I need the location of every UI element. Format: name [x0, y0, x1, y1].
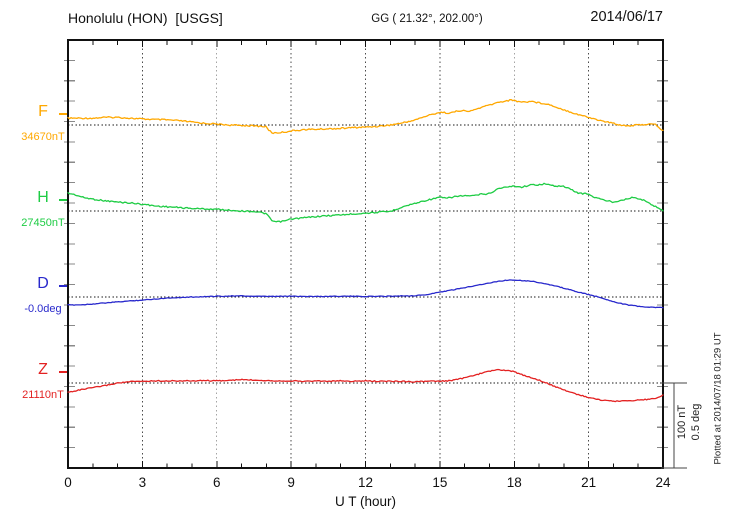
series-letter-D: D [37, 275, 49, 292]
series-baseline-value-H: 27450nT [21, 217, 65, 229]
scalebar-deg-text: 0.5 deg [689, 403, 702, 441]
curve-Z [67, 368, 664, 403]
x-tick-label-0: 0 [64, 475, 72, 490]
curve-H [67, 182, 664, 223]
curve-D [67, 279, 664, 309]
x-tick-label-24: 24 [655, 475, 671, 490]
series-letter-F: F [38, 103, 48, 120]
x-tick-label-6: 6 [212, 475, 221, 490]
x-tick-label-21: 21 [581, 475, 597, 490]
x-tick-label-15: 15 [432, 475, 448, 490]
series-baseline-value-D: -0.0deg [24, 303, 62, 315]
series-baseline-value-Z: 21110nT [22, 389, 64, 401]
x-tick-label-9: 9 [287, 475, 295, 490]
geographic-coordinates: GG ( 21.32°, 202.00°) [371, 13, 483, 25]
curve-F [67, 98, 664, 135]
plot-date: 2014/06/17 [590, 9, 663, 25]
scalebar-nt-text: 100 nT [676, 404, 688, 440]
x-tick-label-12: 12 [357, 475, 374, 490]
series-letter-Z: Z [38, 361, 48, 378]
scalebar-label: 100 nT 0.5 deg [676, 392, 704, 452]
x-tick-label-3: 3 [138, 475, 147, 490]
series-letter-H: H [37, 189, 49, 206]
series-baseline-value-F: 34670nT [21, 131, 65, 143]
plotted-at-note: Plotted at 2014/07/18 01:29 UT [712, 332, 724, 465]
x-axis-title: U T (hour) [334, 494, 397, 509]
x-tick-label-18: 18 [506, 475, 522, 490]
station-title: Honolulu (HON) [USGS] [68, 10, 223, 26]
